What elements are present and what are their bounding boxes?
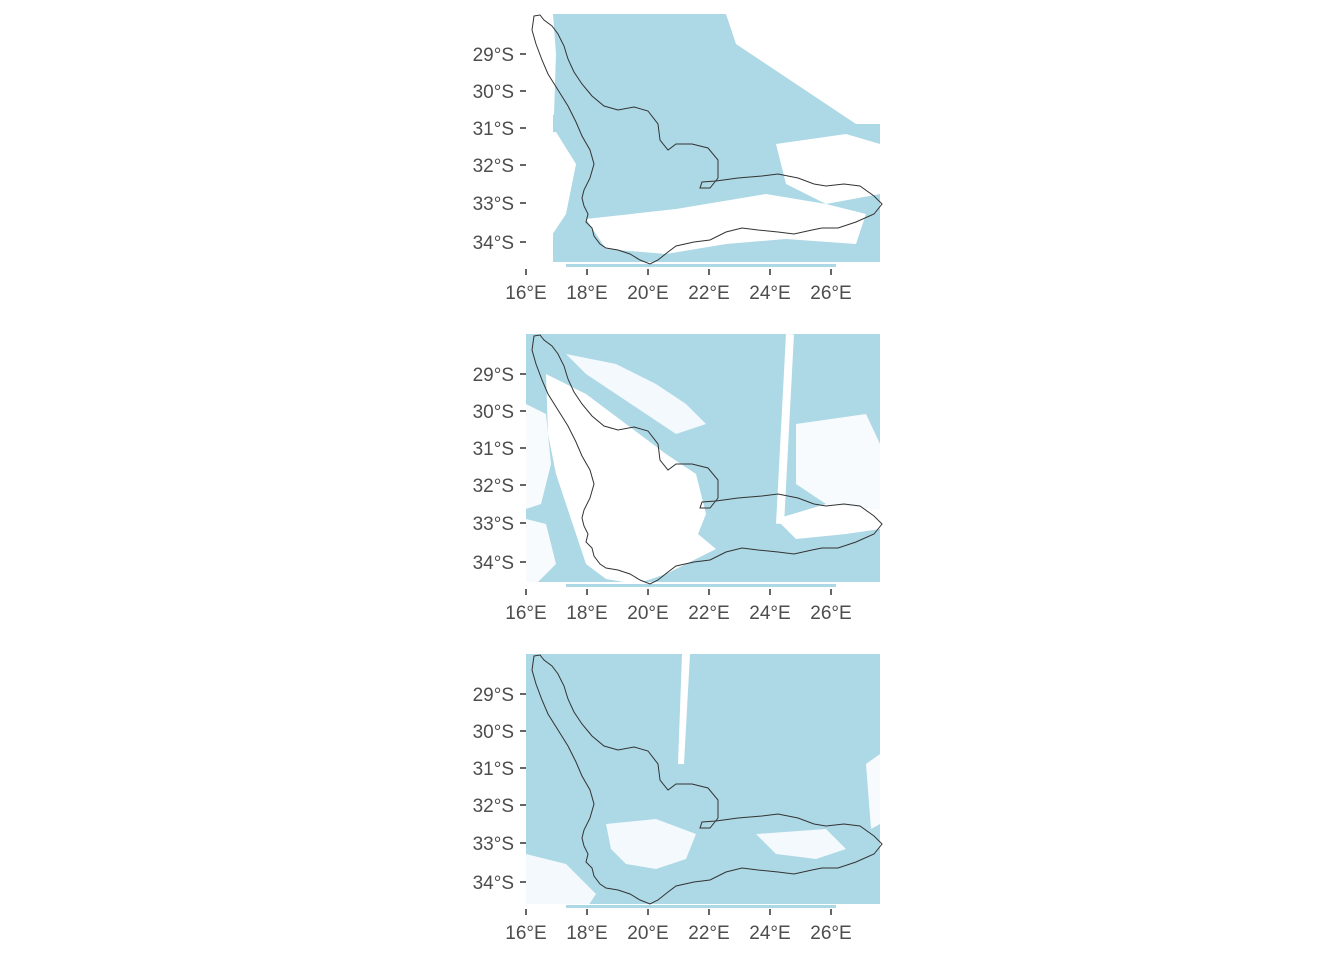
axes-panel-2: 29°S 30°S 31°S 32°S 33°S 34°S 16°E 18°E 20°E 22°E… (473, 365, 852, 624)
axes-panel-1: 29°S 30°S 31°S 32°S 33°S 34°S 16°E 18°E 20°E 22°E… (473, 45, 852, 304)
lon-tick-label: 24°E (749, 923, 790, 944)
lat-tick-label: 33°S (473, 514, 514, 535)
lon-tick-label: 16°E (505, 603, 546, 624)
lat-tick-label: 32°S (473, 476, 514, 497)
axes-panel-3: 29°S 30°S 31°S 32°S 33°S 34°S 16°E 18°E 20°E 22°E… (473, 685, 852, 944)
lon-tick-label: 26°E (810, 603, 851, 624)
lat-tick-label: 32°S (473, 796, 514, 817)
lat-tick-label: 33°S (473, 834, 514, 855)
lon-tick-label: 20°E (627, 603, 668, 624)
lon-tick-label: 22°E (688, 923, 729, 944)
lon-tick-label: 24°E (749, 283, 790, 304)
clear-sky-patches (526, 14, 880, 269)
coast-strip (566, 584, 836, 587)
lon-tick-label: 22°E (688, 283, 729, 304)
coast-strip (566, 905, 836, 908)
lon-tick-label: 20°E (627, 923, 668, 944)
lat-tick-label: 34°S (473, 233, 514, 254)
lon-tick-label: 18°E (566, 603, 607, 624)
lon-tick-label: 26°E (810, 923, 851, 944)
lon-tick-label: 26°E (810, 283, 851, 304)
lat-tick-label: 31°S (473, 439, 514, 460)
lon-tick-label: 22°E (688, 603, 729, 624)
lat-tick-label: 34°S (473, 553, 514, 574)
lat-tick-label: 30°S (473, 722, 514, 743)
axes-layer: 29°S 30°S 31°S 32°S 33°S 34°S 16°E 18°E 20°E 22°E… (473, 45, 852, 944)
lat-tick-label: 29°S (473, 365, 514, 386)
lat-tick-label: 30°S (473, 82, 514, 103)
lat-tick-label: 30°S (473, 402, 514, 423)
lon-tick-label: 16°E (505, 923, 546, 944)
coast-strip (566, 264, 836, 267)
lon-tick-label: 18°E (566, 283, 607, 304)
lat-tick-label: 29°S (473, 685, 514, 706)
lon-tick-label: 18°E (566, 923, 607, 944)
lat-tick-label: 29°S (473, 45, 514, 66)
lat-tick-label: 34°S (473, 873, 514, 894)
lat-tick-label: 31°S (473, 119, 514, 140)
lat-tick-label: 31°S (473, 759, 514, 780)
lon-tick-label: 24°E (749, 603, 790, 624)
lat-tick-label: 33°S (473, 194, 514, 215)
map-panel-2 (526, 333, 883, 589)
lat-tick-label: 32°S (473, 156, 514, 177)
map-panel-3 (526, 654, 883, 909)
lon-tick-label: 16°E (505, 283, 546, 304)
clear-sky-patches (526, 333, 880, 589)
map-panel-1 (526, 14, 883, 269)
cloud-fill (526, 654, 880, 909)
lon-tick-label: 20°E (627, 283, 668, 304)
